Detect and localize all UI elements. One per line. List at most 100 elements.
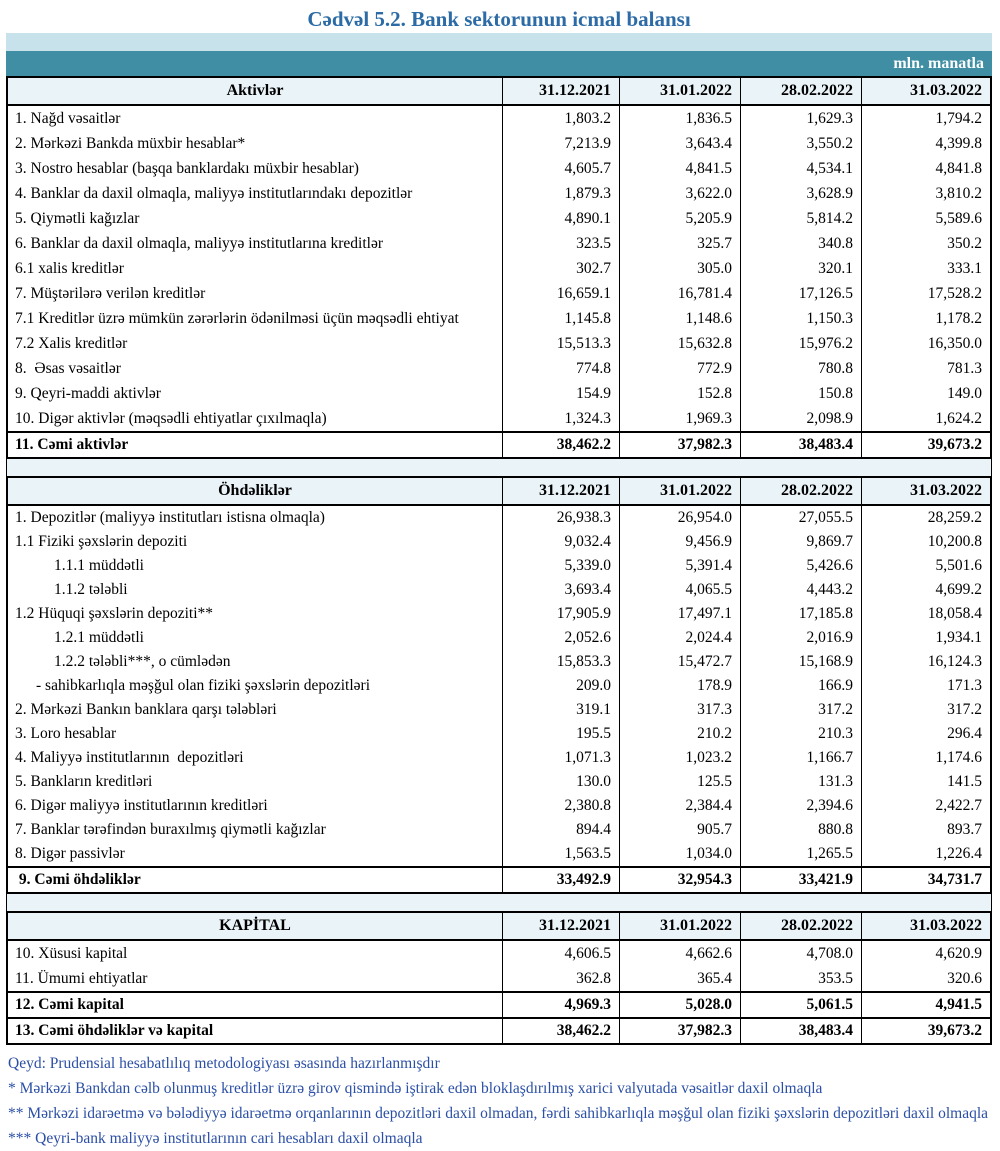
cell-value: 333.1: [861, 256, 990, 281]
cell-value: 353.5: [740, 966, 861, 991]
table-row: 6. Banklar da daxil olmaqla, maliyyə ins…: [8, 231, 990, 256]
cell-value: 2,024.4: [619, 626, 740, 650]
cell-value: 15,513.3: [502, 331, 619, 356]
column-header: 31.12.2021: [502, 478, 619, 504]
table-row: 4. Banklar da daxil olmaqla, maliyyə ins…: [8, 181, 990, 206]
row-label: 5. Bankların kreditləri: [15, 773, 153, 790]
cell-value: 781.3: [861, 356, 990, 381]
balance-sheet-document: Cədvəl 5.2. Bank sektorunun icmal balans…: [6, 0, 992, 1151]
cell-value: 4,620.9: [861, 941, 990, 966]
table-row: 1. Depozitlər (maliyyə institutları isti…: [8, 506, 990, 530]
cell-value: 27,055.5: [740, 506, 861, 530]
cell-value: 1,629.3: [740, 106, 861, 131]
cell-value: 325.7: [619, 231, 740, 256]
cell-value: 1,071.3: [502, 746, 619, 770]
cell-value: 1,624.2: [861, 406, 990, 431]
cell-value: 4,708.0: [740, 941, 861, 966]
cell-value: 209.0: [502, 674, 619, 698]
column-header: 28.02.2022: [740, 78, 861, 104]
row-label: 4. Maliyyə institutlarının depozitləri: [15, 749, 244, 766]
row-label: 6. Banklar da daxil olmaqla, maliyyə ins…: [15, 235, 384, 252]
table-row: 1. Nağd vəsaitlər 1,803.2 1,836.5 1,629.3 1,…: [8, 106, 990, 131]
row-label: 7. Banklar tərəfindən buraxılmış qiymətl…: [15, 821, 326, 838]
cell-value: 37,982.3: [619, 433, 740, 457]
cell-value: 17,528.2: [861, 281, 990, 306]
section-gap-band: [6, 894, 992, 911]
cell-value: 362.8: [502, 966, 619, 991]
row-label: - sahibkarlıqla məşğul olan fiziki şəxsl…: [36, 677, 371, 694]
cell-value: 210.2: [619, 722, 740, 746]
cell-value: 774.8: [502, 356, 619, 381]
cell-value: 4,699.2: [861, 578, 990, 602]
row-label: 10. Xüsusi kapital: [15, 945, 128, 962]
cell-value: 10,200.8: [861, 530, 990, 554]
table-row: 2. Mərkəzi Bankda müxbir hesablar* 7,213.…: [8, 131, 990, 156]
total-row: 13. Cəmi öhdəliklər və kapital 38,462.2 37…: [8, 1019, 990, 1043]
cell-value: 17,126.5: [740, 281, 861, 306]
row-label: 1.1.1 müddətli: [54, 557, 144, 574]
cell-value: 33,421.9: [740, 868, 861, 892]
cell-value: 1,034.0: [619, 842, 740, 866]
cell-value: 32,954.3: [619, 868, 740, 892]
cell-value: 3,810.2: [861, 181, 990, 206]
section-title: Öhdəliklər: [218, 482, 292, 499]
cell-value: 38,462.2: [502, 433, 619, 457]
row-label: 7. Müştərilərə verilən kreditlər: [15, 285, 206, 302]
column-header: 31.01.2022: [619, 478, 740, 504]
cell-value: 4,399.8: [861, 131, 990, 156]
table-row: 1.2 Hüquqi şəxslərin depoziti** 17,905.9 1…: [8, 602, 990, 626]
cell-value: 9,032.4: [502, 530, 619, 554]
total-row: 12. Cəmi kapital 4,969.3 5,028.0 5,061.5 4,9…: [8, 993, 990, 1017]
table-row: 1.2.1 müddətli 2,052.6 2,024.4 2,016.9 1,934…: [8, 626, 990, 650]
row-label: 1.1 Fiziki şəxslərin depoziti: [15, 533, 188, 550]
cell-value: 1,178.2: [861, 306, 990, 331]
cell-value: 4,662.6: [619, 941, 740, 966]
cell-value: 2,380.8: [502, 794, 619, 818]
table-row: 3. Loro hesablar 195.5 210.2 210.3 296.4: [8, 722, 990, 746]
column-header: 31.03.2022: [861, 913, 990, 939]
column-header: 31.01.2022: [619, 78, 740, 104]
cell-value: 5,339.0: [502, 554, 619, 578]
cell-value: 166.9: [740, 674, 861, 698]
cell-value: 3,628.9: [740, 181, 861, 206]
cell-value: 880.8: [740, 818, 861, 842]
cell-value: 905.7: [619, 818, 740, 842]
row-label: 2. Mərkəzi Bankda müxbir hesablar*: [15, 135, 246, 152]
cell-value: 4,606.5: [502, 941, 619, 966]
cell-value: 5,814.2: [740, 206, 861, 231]
cell-value: 37,982.3: [619, 1019, 740, 1043]
section-header-row: Öhdəliklər 31.12.2021 31.01.2022 28.02.2022…: [8, 478, 990, 504]
cell-value: 195.5: [502, 722, 619, 746]
section-title: KAPİTAL: [219, 917, 291, 934]
total-block: 12. Cəmi kapital 4,969.3 5,028.0 5,061.5 4,9…: [6, 991, 992, 1019]
cell-value: 16,350.0: [861, 331, 990, 356]
row-label: 1.2 Hüquqi şəxslərin depoziti**: [15, 605, 214, 622]
cell-value: 1,969.3: [619, 406, 740, 431]
row-label: 9. Cəmi öhdəliklər: [15, 871, 141, 888]
cell-value: 28,259.2: [861, 506, 990, 530]
cell-value: 5,391.4: [619, 554, 740, 578]
table-row: 4. Maliyyə institutlarının depozitləri 1,…: [8, 746, 990, 770]
table-row: 6. Digər maliyyə institutlarının kreditl…: [8, 794, 990, 818]
section-header-row: KAPİTAL 31.12.2021 31.01.2022 28.02.2022 31.…: [8, 913, 990, 939]
cell-value: 5,028.0: [619, 993, 740, 1017]
cell-value: 1,934.1: [861, 626, 990, 650]
cell-value: 4,969.3: [502, 993, 619, 1017]
cell-value: 1,879.3: [502, 181, 619, 206]
cell-value: 2,016.9: [740, 626, 861, 650]
row-label: 3. Loro hesablar: [15, 725, 117, 742]
footnotes: Qeyd: Prudensial hesabatlılıq metodologi…: [6, 1051, 992, 1151]
cell-value: 38,483.4: [740, 1019, 861, 1043]
cell-value: 894.4: [502, 818, 619, 842]
cell-value: 320.1: [740, 256, 861, 281]
cell-value: 1,265.5: [740, 842, 861, 866]
cell-value: 7,213.9: [502, 131, 619, 156]
cell-value: 16,124.3: [861, 650, 990, 674]
row-label: 11. Ümumi ehtiyatlar: [15, 970, 148, 987]
cell-value: 4,941.5: [861, 993, 990, 1017]
cell-value: 1,794.2: [861, 106, 990, 131]
cell-value: 152.8: [619, 381, 740, 406]
row-label: 11. Cəmi aktivlər: [15, 436, 129, 453]
cell-value: 296.4: [861, 722, 990, 746]
cell-value: 149.0: [861, 381, 990, 406]
